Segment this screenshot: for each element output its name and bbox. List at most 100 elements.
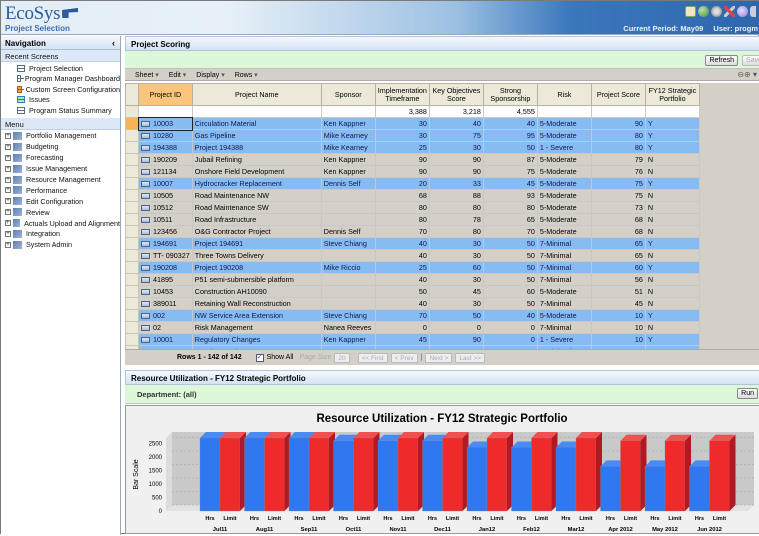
last-page-button[interactable]: Last >> <box>455 352 486 363</box>
menu-actuals-upload[interactable]: + Actuals Upload and Alignment <box>1 218 120 229</box>
sponsor-cell[interactable]: Ken Kappner <box>320 117 376 130</box>
row-header[interactable] <box>125 213 139 226</box>
project-id-cell[interactable]: TT- 090327 <box>138 249 193 262</box>
sponsor-cell[interactable]: Mike Kearney <box>320 141 376 154</box>
implementation-cell[interactable]: 40 <box>374 273 430 286</box>
recent-item-program-status-summary[interactable]: Program Status Summary <box>1 105 120 116</box>
risk-cell[interactable]: 7-Minimal <box>536 297 592 310</box>
risk-cell[interactable]: 5-Moderate <box>536 117 592 130</box>
expand-icon[interactable]: + <box>5 154 11 161</box>
project-score-cell[interactable]: 75 <box>590 177 646 190</box>
table-row[interactable]: 190209 Jubail Refining Ken Kappner 90 90 87 5-… <box>125 153 700 166</box>
project-id-cell[interactable]: 123456 <box>138 225 193 238</box>
key-objectives-cell[interactable]: 0 <box>428 321 484 334</box>
fy12-portfolio-cell[interactable]: N <box>644 321 700 334</box>
help-icon[interactable] <box>737 6 748 17</box>
row-header[interactable] <box>125 129 139 142</box>
project-score-cell[interactable]: 75 <box>590 189 646 202</box>
risk-cell[interactable]: 5-Moderate <box>536 177 592 190</box>
menu-review[interactable]: + Review <box>1 207 120 218</box>
tools-icon[interactable] <box>724 6 735 17</box>
risk-cell[interactable]: 5-Moderate <box>536 201 592 214</box>
save-button[interactable]: Save <box>742 55 759 66</box>
risk-cell[interactable]: 5-Moderate <box>536 213 592 226</box>
project-score-cell[interactable]: 68 <box>590 213 646 226</box>
risk-cell[interactable]: 5-Moderate <box>536 165 592 178</box>
expand-collapse-icon[interactable]: ⊖⊕ <box>737 70 757 79</box>
key-objectives-cell[interactable]: 30 <box>428 249 484 262</box>
menu-system-admin[interactable]: + System Admin <box>1 239 120 250</box>
project-id-cell[interactable]: 194691 <box>138 237 193 250</box>
fy12-portfolio-cell[interactable]: Y <box>644 237 700 250</box>
key-objectives-cell[interactable]: 90 <box>428 153 484 166</box>
table-row[interactable]: 41895 P51 semi-submersible platform 40 30 50… <box>125 273 700 286</box>
menu-portfolio-management[interactable]: + Portfolio Management <box>1 131 120 142</box>
project-score-cell[interactable]: 60 <box>590 261 646 274</box>
sponsor-cell[interactable]: Nanea Reeves <box>320 321 376 334</box>
fy12-portfolio-cell[interactable]: N <box>644 153 700 166</box>
expand-icon[interactable]: + <box>5 187 11 194</box>
risk-cell[interactable]: 1 - Severe <box>536 141 592 154</box>
project-score-cell[interactable]: 65 <box>590 237 646 250</box>
project-id-cell[interactable]: 10003 <box>137 116 194 131</box>
implementation-cell[interactable]: 25 <box>374 141 430 154</box>
implementation-cell[interactable]: 40 <box>374 237 430 250</box>
project-score-cell[interactable]: 10 <box>590 309 646 322</box>
row-header[interactable] <box>125 225 139 238</box>
strong-sponsorship-cell[interactable]: 50 <box>482 261 538 274</box>
project-name-cell[interactable]: Hydrocracker Replacement <box>191 177 322 190</box>
row-header[interactable] <box>125 309 139 322</box>
table-row[interactable]: 194691 Project 194691 Steve Chiang 40 30 50 7-… <box>125 237 700 250</box>
expand-icon[interactable]: + <box>5 176 11 183</box>
strong-sponsorship-cell[interactable]: 50 <box>482 237 538 250</box>
project-score-cell[interactable]: 76 <box>590 165 646 178</box>
menu-performance[interactable]: + Performance <box>1 185 120 196</box>
sponsor-cell[interactable]: Dennis Self <box>320 177 376 190</box>
project-score-cell[interactable]: 10 <box>590 321 646 334</box>
table-row[interactable]: 10007 Hydrocracker Replacement Dennis Self… <box>125 177 700 190</box>
fy12-portfolio-cell[interactable]: N <box>644 213 700 226</box>
strong-sponsorship-cell[interactable]: 70 <box>482 225 538 238</box>
expand-icon[interactable]: + <box>5 230 11 237</box>
globe-icon[interactable] <box>698 6 709 17</box>
home-icon[interactable] <box>685 6 696 17</box>
expand-icon[interactable]: + <box>5 241 11 248</box>
key-objectives-cell[interactable]: 88 <box>428 189 484 202</box>
key-objectives-cell[interactable]: 80 <box>428 201 484 214</box>
col-project-id[interactable]: Project ID <box>138 83 193 106</box>
col-project-name[interactable]: Project Name <box>191 83 322 106</box>
menu-edit[interactable]: Edit <box>169 71 187 79</box>
implementation-cell[interactable]: 20 <box>374 177 430 190</box>
recent-item-custom-screen-configuration[interactable]: Custom Screen Configuration <box>1 84 120 95</box>
table-row[interactable]: TT- 090327 Three Towns Delivery 40 30 50 7-Mi… <box>125 249 700 262</box>
risk-cell[interactable]: 7-Minimal <box>536 237 592 250</box>
table-row[interactable]: 10505 Road Maintenance NW 68 88 93 5-Moderate… <box>125 189 700 202</box>
project-name-cell[interactable]: P51 semi-submersible platform <box>191 273 322 286</box>
row-header[interactable] <box>125 117 139 130</box>
row-header[interactable] <box>125 249 139 262</box>
project-id-cell[interactable]: 190208 <box>138 261 193 274</box>
project-name-cell[interactable]: Jubail Refining <box>191 153 322 166</box>
project-id-cell[interactable]: 121134 <box>138 165 193 178</box>
project-score-cell[interactable]: 80 <box>590 129 646 142</box>
menu-display[interactable]: Display <box>196 71 224 79</box>
project-name-cell[interactable]: Three Towns Delivery <box>191 249 322 262</box>
fy12-portfolio-cell[interactable]: Y <box>644 333 700 346</box>
implementation-cell[interactable]: 30 <box>374 117 430 130</box>
project-score-cell[interactable]: 90 <box>590 117 646 130</box>
sponsor-cell[interactable]: Dennis Self <box>320 225 376 238</box>
table-row[interactable]: 10003 Circulation Material Ken Kappner 30 40… <box>125 116 700 131</box>
implementation-cell[interactable]: 40 <box>374 249 430 262</box>
col-risk[interactable]: Risk <box>536 83 592 106</box>
key-objectives-cell[interactable]: 40 <box>428 117 484 130</box>
project-id-cell[interactable]: 389011 <box>138 297 193 310</box>
project-name-cell[interactable]: Risk Management <box>191 321 322 334</box>
project-score-cell[interactable]: 68 <box>590 225 646 238</box>
table-row[interactable]: 389011 Retaining Wall Reconstruction 40 30 5… <box>125 297 700 310</box>
row-header[interactable] <box>125 237 139 250</box>
fy12-portfolio-cell[interactable]: Y <box>644 261 700 274</box>
expand-icon[interactable]: + <box>5 198 11 205</box>
row-header[interactable] <box>125 189 139 202</box>
table-row[interactable]: 10453 Construction AH10090 50 45 60 5-Moderat… <box>125 285 700 298</box>
sponsor-cell[interactable] <box>320 213 376 226</box>
